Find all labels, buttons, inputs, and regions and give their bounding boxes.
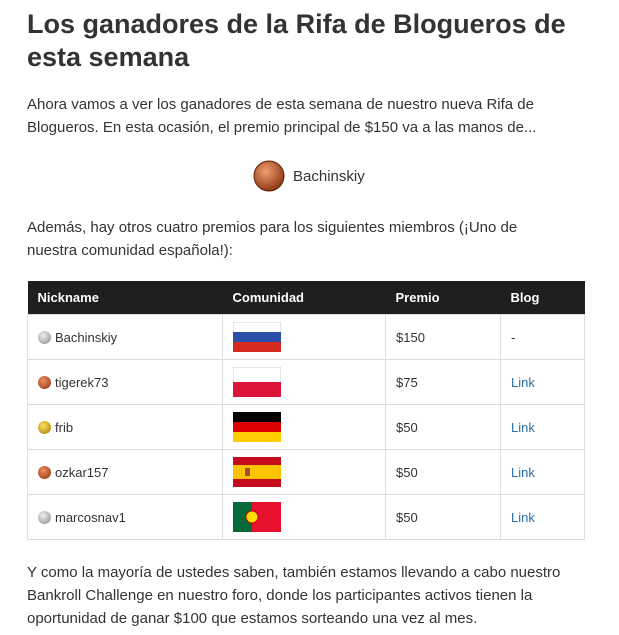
header-cell: Premio [385,281,501,315]
blog-link[interactable]: Link [500,404,585,450]
winner-name: Bachinskiy [293,167,365,185]
flag [233,322,281,352]
paragraph: Además, hay otros cuatro premios para lo… [27,219,518,259]
cell [222,404,386,450]
flag [233,502,281,532]
winner: Bachinskiy [249,159,365,193]
cell: $50 [385,404,501,450]
nickname: frib [55,419,74,435]
cell: - [500,314,585,360]
cell: $50 [385,449,501,495]
header-cell: Nickname [27,281,223,315]
cell: $150 [385,314,501,360]
blog-link[interactable]: Link [500,449,585,495]
cell: Bachinskiy [27,314,223,360]
cell [222,494,386,540]
blog-link[interactable]: Link [500,494,585,540]
cell [222,449,386,495]
flag [233,412,281,442]
rank-icon [253,160,285,192]
flag [233,457,281,487]
nickname: marcosnav1 [55,509,126,525]
cell: $50 [385,494,501,540]
paragraph: Ahora vamos a ver los ganadores de esta … [27,96,537,136]
article: Los ganadores de la Rifa de Blogueros de… [27,0,587,627]
cell: ozkar157 [27,449,223,495]
cell: tigerek73 [27,359,223,405]
blog-link[interactable]: Link [500,359,585,405]
cell: frib [27,404,223,450]
title: Los ganadores de la Rifa de Blogueros de… [27,9,566,72]
paragraph: Y como la mayoría de ustedes saben, tamb… [27,564,561,627]
winners-table: Nickname Comunidad Premio Blog Bachinski… [27,281,585,540]
nickname: Bachinskiy [55,329,118,345]
header-cell: Comunidad [222,281,386,315]
flag [233,367,281,397]
cell [222,359,386,405]
nickname: tigerek73 [55,374,109,390]
header-cell: Blog [500,281,585,315]
cell: $75 [385,359,501,405]
cell [222,314,386,360]
cell: marcosnav1 [27,494,223,540]
nickname: ozkar157 [55,464,109,480]
